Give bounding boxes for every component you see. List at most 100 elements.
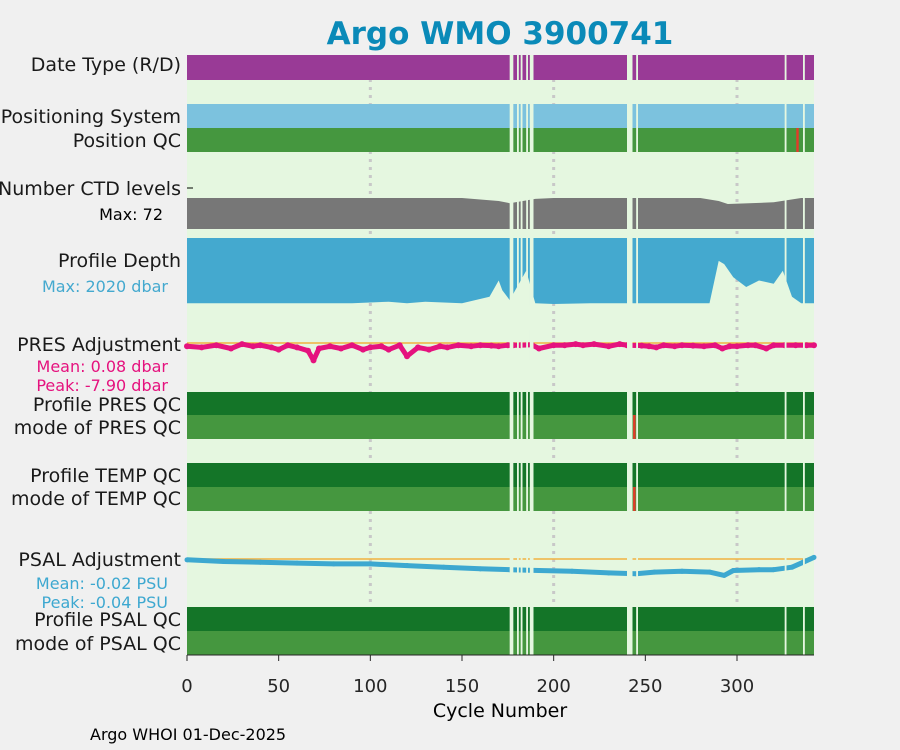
- row-label-pres-adj: PRES Adjustment: [17, 334, 181, 356]
- band-psal-mode: [638, 631, 785, 655]
- gap-mask: [520, 237, 523, 305]
- pres-adjustment-point: [770, 342, 777, 349]
- psal-adjustment-point: [756, 567, 762, 573]
- psal-adjustment-point: [679, 568, 685, 574]
- pres-adjustment-point: [811, 342, 817, 349]
- band-date-type: [632, 55, 637, 80]
- pres-adjustment-point: [444, 344, 451, 351]
- band-date-type: [528, 55, 530, 80]
- row-label-psal-mode: mode of PSAL QC: [15, 633, 181, 655]
- pres-adjustment-point: [504, 342, 511, 349]
- pres-adjustment-point: [360, 346, 366, 353]
- gap-mask: [517, 550, 519, 580]
- x-tick-label: 300: [720, 676, 754, 697]
- gap-mask: [529, 330, 534, 360]
- band-position-qc: [786, 128, 803, 152]
- pres-adjustment-point: [275, 346, 282, 353]
- qc-flag-pres-mode: [633, 415, 636, 439]
- row-labels: Date Type (R/D) Positioning SystemPositio…: [0, 54, 193, 655]
- band-temp-qc: [187, 463, 510, 487]
- band-position-qc: [804, 128, 814, 152]
- pres-adjustment-point: [616, 341, 623, 348]
- band-position-qc: [513, 128, 517, 152]
- pres-adjustment-point: [294, 344, 300, 351]
- row-label-ctd-levels: Number CTD levels: [0, 178, 181, 200]
- x-tick-label: 150: [445, 676, 479, 697]
- band-positioning: [632, 104, 637, 128]
- gap-mask: [509, 550, 514, 580]
- plot-panel: [187, 55, 814, 655]
- gap-mask: [803, 197, 805, 230]
- band-temp-mode: [638, 487, 785, 511]
- gap-mask: [784, 550, 787, 580]
- band-temp-mode: [522, 487, 527, 511]
- psal-adjustment-point: [536, 567, 542, 573]
- gap-mask: [517, 197, 519, 230]
- gap-mask: [784, 330, 787, 360]
- psal-adjustment-point: [404, 563, 410, 569]
- band-positioning: [513, 104, 517, 128]
- band-psal-qc: [533, 607, 627, 631]
- x-axis: 0 50 100 150 200 250 300: [181, 654, 814, 697]
- gap-mask: [803, 550, 805, 580]
- band-temp-mode: [187, 487, 510, 511]
- band-temp-mode: [533, 487, 627, 511]
- band-position-qc: [522, 128, 527, 152]
- pres-adjustment-point: [536, 345, 542, 352]
- gap-mask: [803, 330, 805, 360]
- psal-adjustment-point: [477, 566, 483, 572]
- band-temp-mode: [804, 487, 814, 511]
- gap-mask: [803, 237, 805, 305]
- gap-mask: [636, 550, 638, 580]
- band-positioning: [528, 104, 530, 128]
- pres-adjustment-point: [712, 342, 718, 349]
- psal-mean-note: Mean: -0.02 PSU: [36, 574, 168, 593]
- band-psal-qc: [804, 607, 814, 631]
- gap-mask: [627, 237, 633, 305]
- gap-mask: [627, 197, 633, 230]
- pres-adjustment-point: [268, 344, 275, 351]
- depth-max-note: Max: 2020 dbar: [42, 277, 168, 296]
- band-position-qc: [528, 128, 530, 152]
- pres-adjustment-point: [468, 343, 475, 350]
- qc-flag-temp-mode: [633, 487, 636, 511]
- band-psal-mode: [513, 631, 517, 655]
- pres-adjustment-point: [580, 342, 586, 349]
- pres-adjustment-point: [734, 343, 740, 350]
- band-psal-mode: [522, 631, 527, 655]
- pres-adjustment-point: [239, 341, 245, 348]
- band-pres-mode: [786, 415, 803, 439]
- gap-mask: [520, 550, 523, 580]
- pres-adjustment-point: [719, 345, 726, 352]
- row-label-temp-mode: mode of TEMP QC: [11, 488, 181, 510]
- pres-adjustment-point: [605, 343, 612, 350]
- band-pres-mode: [528, 415, 530, 439]
- band-position-qc: [533, 128, 627, 152]
- band-psal-mode: [187, 631, 510, 655]
- pres-adjustment-point: [638, 342, 645, 349]
- x-tick-label: 200: [536, 676, 570, 697]
- pres-adjustment-point: [803, 342, 810, 349]
- pres-adjustment-point: [701, 343, 707, 350]
- pres-adjustment-point: [426, 346, 432, 353]
- pres-adjustment-point: [228, 345, 234, 352]
- pres-adjustment-point: [763, 345, 770, 352]
- psal-adjustment-point: [221, 558, 227, 564]
- band-psal-qc: [518, 607, 521, 631]
- row-label-profile-depth: Profile Depth: [58, 250, 181, 272]
- gap-mask: [529, 237, 534, 305]
- pres-adjustment-point: [404, 353, 410, 360]
- band-date-type: [786, 55, 803, 80]
- band-psal-mode: [786, 631, 803, 655]
- band-psal-qc: [632, 607, 637, 631]
- band-date-type: [533, 55, 627, 80]
- band-date-type: [518, 55, 521, 80]
- band-pres-qc: [518, 392, 521, 415]
- x-tick-label: 100: [353, 676, 387, 697]
- psal-peak-note: Peak: -0.04 PSU: [42, 593, 168, 612]
- band-date-type: [804, 55, 814, 80]
- band-positioning: [786, 104, 803, 128]
- row-label-position-qc: Position QC: [73, 130, 181, 152]
- pres-adjustment-point: [752, 342, 759, 349]
- band-position-qc: [518, 128, 521, 152]
